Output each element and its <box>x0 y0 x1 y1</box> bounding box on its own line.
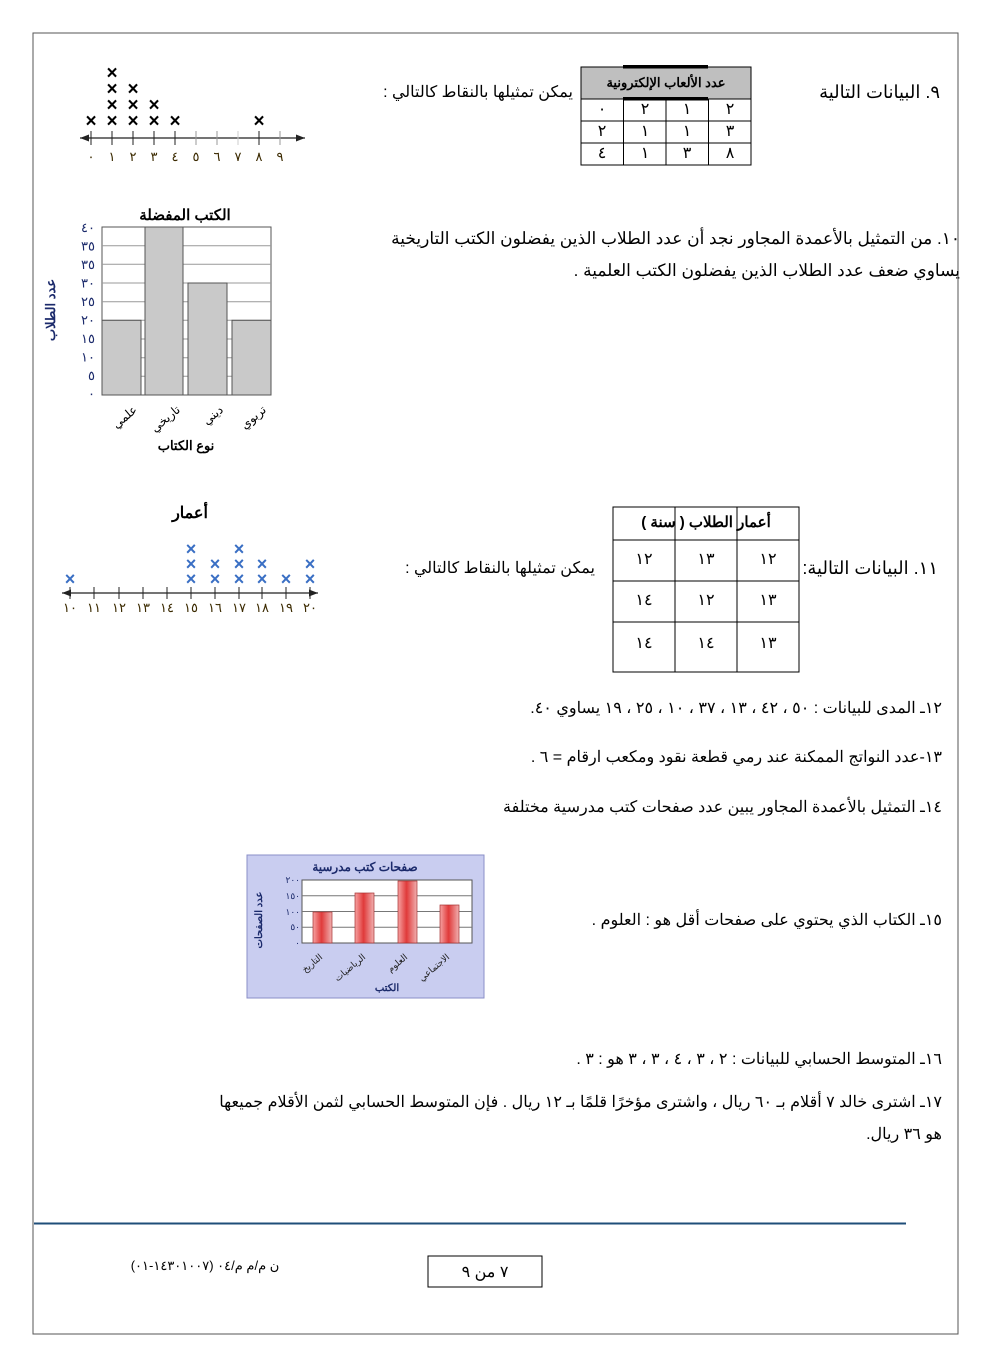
svg-text:أعمار الطلاب ( سنة ): أعمار الطلاب ( سنة ) <box>641 511 771 531</box>
svg-text:١١: ١١ <box>87 600 101 615</box>
svg-text:٠: ٠ <box>295 938 300 948</box>
svg-text:٢: ٢ <box>130 149 137 164</box>
svg-text:٨: ٨ <box>726 145 735 162</box>
svg-text:١٤: ١٤ <box>635 635 652 652</box>
svg-text:١٠: ١٠ <box>63 600 77 615</box>
svg-text:١٥: ١٥ <box>81 331 95 346</box>
svg-text:×: × <box>106 63 117 84</box>
svg-text:٢٥: ٢٥ <box>81 294 95 309</box>
svg-text:١٤: ١٤ <box>160 600 174 615</box>
svg-text:١٤: ١٤ <box>697 635 714 652</box>
svg-text:عدد الألعاب الإلكترونية: عدد الألعاب الإلكترونية <box>606 74 725 91</box>
svg-text:١: ١ <box>109 149 116 164</box>
svg-text:٠: ٠ <box>598 101 607 118</box>
svg-text:عدد الصفحات: عدد الصفحات <box>254 892 265 949</box>
svg-text:×: × <box>257 554 268 574</box>
svg-text:٢٠: ٢٠ <box>303 600 317 615</box>
svg-text:٠: ٠ <box>88 386 95 401</box>
svg-text:أعمار: أعمار <box>171 501 208 523</box>
svg-text:×: × <box>65 569 76 589</box>
svg-text:٩: ٩ <box>277 149 284 164</box>
svg-text:١٢: ١٢ <box>112 600 126 615</box>
svg-text:٣: ٣ <box>151 149 158 164</box>
svg-text:١٤: ١٤ <box>635 592 652 609</box>
svg-text:١٢: ١٢ <box>635 551 652 568</box>
svg-text:٥٠: ٥٠ <box>290 922 300 932</box>
svg-text:١٠٠: ١٠٠ <box>285 907 300 917</box>
svg-text:١٣: ١٣ <box>697 551 715 568</box>
svg-text:×: × <box>186 539 197 559</box>
svg-text:١٣: ١٣ <box>759 592 777 609</box>
svg-text:علمي: علمي <box>109 403 140 432</box>
svg-text:١٦: ١٦ <box>208 600 222 615</box>
svg-text:تاريخي: تاريخي <box>148 403 183 436</box>
svg-text:الكتب المفضلة: الكتب المفضلة <box>139 207 230 224</box>
svg-text:الكتب: الكتب <box>375 983 399 994</box>
svg-text:×: × <box>127 79 138 100</box>
svg-text:×: × <box>234 539 245 559</box>
svg-text:٣: ٣ <box>683 145 692 162</box>
svg-text:١٣: ١٣ <box>759 635 777 652</box>
svg-text:ديني: ديني <box>200 403 226 428</box>
svg-text:١٧: ١٧ <box>232 600 246 615</box>
svg-text:٤٠: ٤٠ <box>81 220 95 235</box>
svg-text:٢: ٢ <box>598 123 607 140</box>
svg-text:٥: ٥ <box>88 368 95 383</box>
svg-text:عدد الطلاب: عدد الطلاب <box>43 279 58 341</box>
svg-text:×: × <box>148 95 159 116</box>
svg-text:٢: ٢ <box>641 101 650 118</box>
svg-text:نوع الكتاب: نوع الكتاب <box>158 438 215 454</box>
svg-text:١٥: ١٥ <box>184 600 198 615</box>
svg-text:١٥٠: ١٥٠ <box>285 891 300 901</box>
svg-text:×: × <box>210 554 221 574</box>
svg-text:٢: ٢ <box>726 101 735 118</box>
svg-text:١٩: ١٩ <box>279 600 293 615</box>
svg-text:٣٠: ٣٠ <box>81 276 95 291</box>
svg-text:٣٥: ٣٥ <box>81 257 95 272</box>
svg-text:×: × <box>253 111 264 132</box>
svg-text:صفحات كتب مدرسية: صفحات كتب مدرسية <box>312 860 417 875</box>
svg-text:٢٠٠: ٢٠٠ <box>285 875 300 885</box>
svg-text:٦: ٦ <box>214 149 221 164</box>
svg-text:١٢: ١٢ <box>759 551 776 568</box>
svg-text:٤: ٤ <box>598 145 607 162</box>
svg-text:×: × <box>85 111 96 132</box>
svg-text:١: ١ <box>641 145 650 162</box>
svg-text:١٣: ١٣ <box>136 600 150 615</box>
svg-text:×: × <box>281 569 292 589</box>
svg-text:×: × <box>305 554 316 574</box>
svg-text:١: ١ <box>641 123 650 140</box>
svg-text:٣٥: ٣٥ <box>81 239 95 254</box>
svg-text:١٨: ١٨ <box>255 600 269 615</box>
svg-text:٠: ٠ <box>88 149 95 164</box>
svg-text:×: × <box>169 111 180 132</box>
svg-text:٢٠: ٢٠ <box>81 313 95 328</box>
svg-text:٧: ٧ <box>235 149 242 164</box>
svg-text:تربوي: تربوي <box>238 403 269 432</box>
svg-text:١: ١ <box>683 101 692 118</box>
svg-text:١٠: ١٠ <box>81 350 95 365</box>
svg-text:٤: ٤ <box>172 149 179 164</box>
svg-text:١: ١ <box>683 123 692 140</box>
svg-text:٣: ٣ <box>726 123 735 140</box>
svg-text:١٢: ١٢ <box>697 592 714 609</box>
svg-text:٨: ٨ <box>256 149 263 164</box>
svg-text:٥: ٥ <box>193 149 200 164</box>
